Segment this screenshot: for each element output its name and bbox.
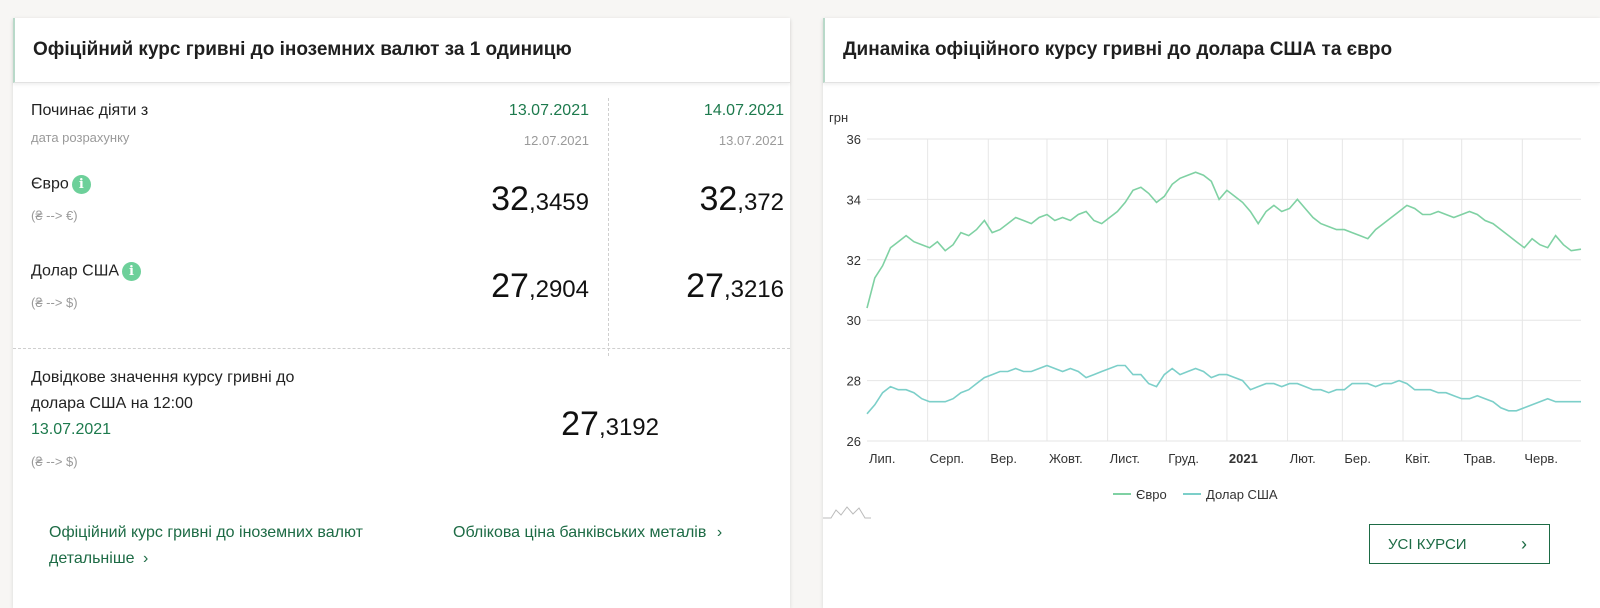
usd-label: Долар США: [31, 262, 120, 280]
navigator-thumbnail: [823, 506, 871, 519]
euro-pair: (₴ --> €): [31, 208, 78, 223]
euro-rate-column-1: 32,3459: [413, 180, 589, 219]
official-rates-detail-link[interactable]: Офіційний курс гривні до іноземних валют…: [49, 520, 369, 572]
reference-pair: (₴ --> $): [31, 454, 78, 469]
column-2-calc-date: 13.07.2021: [718, 133, 784, 148]
x-axis-ticks: Лип. Серп. Вер. Жовт. Лист. Груд. 2021 Лют. Бер.…: [869, 451, 1558, 466]
y-tick-label: 32: [847, 253, 861, 268]
column-2-date: 14.07.2021: [703, 102, 784, 119]
x-tick-label: Черв.: [1524, 451, 1558, 466]
x-tick-label: Квіт.: [1405, 451, 1431, 466]
x-tick-label: Лип.: [869, 451, 895, 466]
y-tick-label: 36: [847, 132, 861, 147]
x-tick-label: Лют.: [1290, 451, 1316, 466]
rates-dynamics-card: Динаміка офіційного курсу гривні до дола…: [823, 18, 1600, 608]
euro-label: Євро: [31, 175, 69, 193]
y-axis-ticks: 26 28 30 32 34 36: [847, 132, 861, 449]
column-1-date: 13.07.2021: [508, 102, 589, 119]
x-tick-label: Серп.: [930, 451, 965, 466]
rates-chart[interactable]: грн 26 28 30 32 34 36 Лип. Серп. Вер. Жовт. Лист.…: [823, 88, 1600, 528]
chart-lines: [866, 171, 1582, 415]
chevron-right-icon: ›: [143, 550, 149, 567]
start-date-label: Починає діяти з: [31, 102, 149, 119]
euro-rate-2-frac: ,372: [737, 189, 784, 216]
euro-rate-column-2: 32,372: [608, 180, 784, 219]
reference-rate: 27,3192: [473, 405, 659, 444]
x-tick-label: Лист.: [1110, 451, 1140, 466]
column-divider: [608, 98, 609, 356]
legend-label: Євро: [1136, 487, 1167, 502]
official-rates-detail-text: Офіційний курс гривні до іноземних валют…: [49, 524, 363, 567]
x-tick-label: Бер.: [1344, 451, 1371, 466]
x-tick-label: Жовт.: [1049, 451, 1083, 466]
reference-date: 13.07.2021: [31, 421, 112, 438]
usd-row-label: Долар США i: [31, 262, 142, 281]
y-tick-label: 34: [847, 192, 861, 207]
y-axis-label: грн: [829, 110, 848, 125]
reference-rate-frac: ,3192: [598, 414, 659, 441]
reference-rate-label: Довідкове значення курсу гривні до долар…: [31, 369, 295, 412]
y-tick-label: 28: [847, 374, 861, 389]
usd-rate-1-frac: ,2904: [528, 276, 589, 303]
euro-rate-1-int: 32: [491, 180, 529, 218]
usd-rate-2-frac: ,3216: [723, 276, 784, 303]
chart-grid: [867, 138, 1581, 442]
usd-rate-1-int: 27: [491, 267, 529, 305]
usd-pair: (₴ --> $): [31, 295, 78, 310]
official-rates-title: Офіційний курс гривні до іноземних валют…: [13, 18, 790, 83]
calc-date-label: дата розрахунку: [31, 130, 130, 145]
series-line-euro: [866, 171, 1582, 309]
chevron-right-icon: ›: [1521, 533, 1527, 554]
x-tick-label: Трав.: [1464, 451, 1496, 466]
x-tick-label: Груд.: [1168, 451, 1199, 466]
reference-rate-int: 27: [561, 405, 599, 443]
y-tick-label: 30: [847, 313, 861, 328]
euro-rate-1-frac: ,3459: [528, 189, 589, 216]
usd-info-icon[interactable]: i: [122, 262, 142, 281]
y-tick-label: 26: [847, 434, 861, 449]
column-1-calc-date: 12.07.2021: [523, 133, 589, 148]
chevron-right-icon: ›: [716, 524, 723, 541]
series-line-usd: [866, 364, 1581, 415]
euro-rate-2-int: 32: [699, 180, 738, 218]
all-rates-label: УСІ КУРСИ: [1388, 535, 1467, 553]
legend-label: Долар США: [1206, 487, 1278, 502]
usd-rate-2-int: 27: [686, 267, 724, 305]
legend-item[interactable]: Долар США: [1183, 487, 1278, 502]
x-tick-label: 2021: [1229, 451, 1258, 466]
section-divider: [13, 348, 790, 349]
usd-rate-column-1: 27,2904: [413, 267, 589, 306]
euro-row-label: Євро i: [31, 175, 91, 194]
usd-rate-column-2: 27,3216: [608, 267, 784, 306]
metals-price-link[interactable]: Облікова ціна банківських металів ›: [453, 520, 722, 546]
all-rates-button[interactable]: УСІ КУРСИ ›: [1369, 524, 1550, 564]
x-tick-label: Вер.: [990, 451, 1017, 466]
official-rates-card: Офіційний курс гривні до іноземних валют…: [13, 18, 790, 608]
metals-price-text: Облікова ціна банківських металів: [453, 524, 707, 541]
rates-dynamics-title: Динаміка офіційного курсу гривні до дола…: [823, 18, 1600, 83]
legend-item[interactable]: Євро: [1113, 487, 1167, 502]
chart-legend: Євро Долар США: [1113, 487, 1278, 502]
euro-info-icon[interactable]: i: [71, 175, 91, 194]
